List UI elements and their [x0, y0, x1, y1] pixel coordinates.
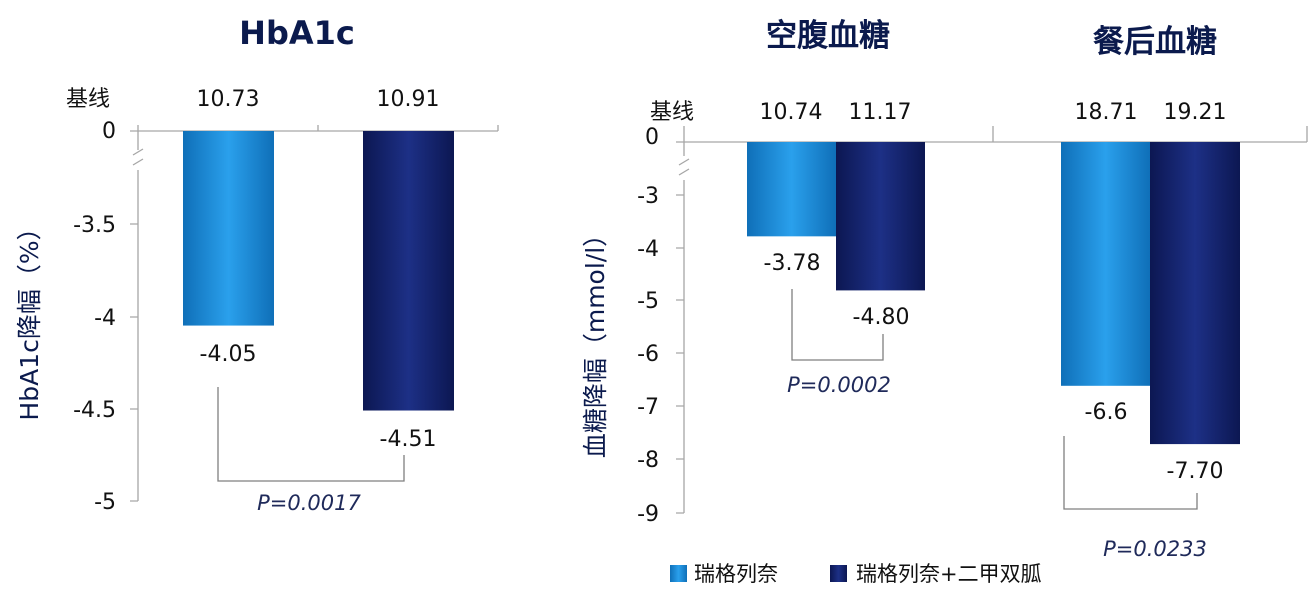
p-value-label: P=0.0233: [1103, 537, 1207, 561]
y-tick-label: -6: [637, 342, 659, 367]
y-tick-label: 0: [102, 119, 116, 144]
bar-hba1c-repaglinide: [183, 131, 274, 326]
y-tick-label: -3.5: [73, 213, 116, 238]
chart-title-hba1c: HbA1c: [239, 14, 355, 52]
baseline-value: 10.74: [760, 100, 823, 125]
bar-value-label: -6.6: [1085, 400, 1128, 425]
bar-fasting-repaglinide: [747, 142, 836, 237]
y-axis-right: [676, 142, 685, 514]
legend-swatch-repaglinide: [670, 565, 687, 582]
x-axis-right: [676, 126, 1308, 143]
y-tick-label: -9: [637, 502, 659, 527]
bar-hba1c-combination: [363, 131, 454, 411]
baseline-value: 11.17: [849, 100, 912, 125]
y-tick-label: -3: [637, 184, 659, 209]
legend-label: 瑞格列奈: [694, 562, 778, 586]
legend-swatch-combination: [830, 565, 847, 582]
bar-value-label: -4.05: [200, 342, 257, 367]
baseline-value: 18.71: [1075, 100, 1138, 125]
y-axis-title-hba1c: HbA1c降幅（%）: [15, 215, 44, 420]
bar-value-label: -4.51: [380, 427, 437, 452]
y-tick-label: -5: [637, 289, 659, 314]
significance-bracket: [217, 387, 405, 482]
significance-bracket: [1063, 436, 1198, 510]
p-value-label: P=0.0017: [257, 491, 361, 515]
legend-label: 瑞格列奈+二甲双胍: [856, 562, 1042, 586]
baseline-value: 10.73: [197, 87, 260, 112]
chart-title-fasting: 空腹血糖: [766, 18, 890, 54]
y-tick-label: -8: [637, 448, 659, 473]
bar-postprandial-combination: [1150, 142, 1240, 445]
axis-break-right: [678, 158, 690, 176]
x-axis-left: [130, 125, 499, 132]
y-tick-label: 0: [645, 125, 659, 150]
baseline-label-right: 基线: [650, 100, 694, 125]
bar-value-label: -3.78: [764, 251, 821, 276]
y-axis-title-glucose: 血糖降幅（mmol/l）: [581, 222, 610, 458]
y-tick-label: -7: [637, 395, 659, 420]
bar-value-label: -7.70: [1167, 459, 1224, 484]
p-value-label: P=0.0002: [787, 373, 891, 397]
y-tick-label: -4: [94, 306, 116, 331]
y-tick-label: -5: [94, 490, 116, 515]
bar-fasting-combination: [836, 142, 925, 291]
significance-bracket: [791, 289, 884, 361]
y-tick-label: -4: [637, 237, 659, 262]
y-tick-label: -4.5: [73, 398, 116, 423]
baseline-value: 10.91: [377, 87, 440, 112]
baseline-value: 19.21: [1164, 100, 1227, 125]
y-axis-left: [130, 131, 139, 502]
bar-value-label: -4.80: [853, 305, 910, 330]
axis-break-left: [132, 148, 144, 166]
baseline-label-left: 基线: [66, 87, 110, 112]
bar-postprandial-repaglinide: [1061, 142, 1150, 386]
chart-title-postprandial: 餐后血糖: [1093, 24, 1217, 60]
